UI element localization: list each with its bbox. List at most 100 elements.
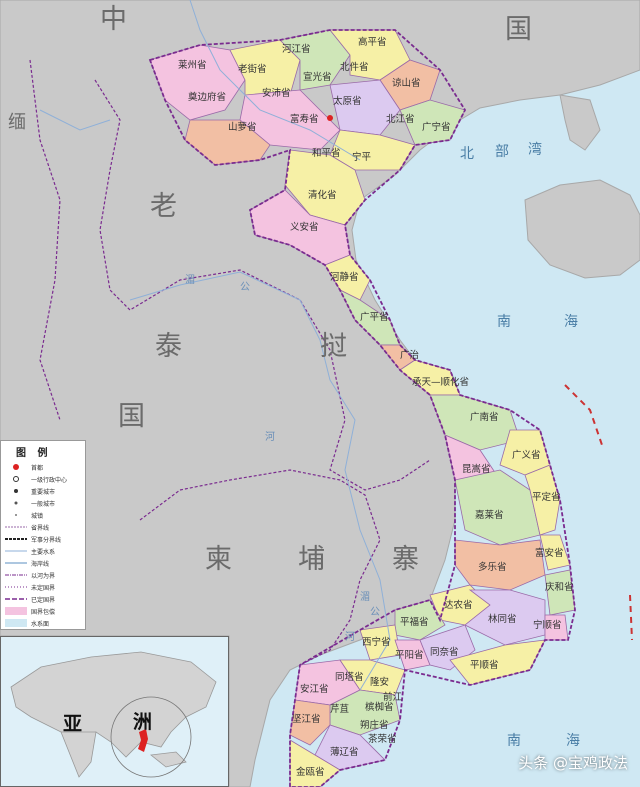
label-thainguyen: 太原省 [333, 95, 362, 107]
legend-symbol-icon [4, 475, 28, 483]
watermark: 头条 @宝鸡政法 [518, 754, 628, 772]
river-west [39, 109, 111, 131]
label-soctrang: 朔庄省 [360, 719, 389, 731]
legend-symbol-icon [4, 595, 28, 603]
inset-svg [10, 651, 217, 778]
inset-circle [110, 696, 192, 778]
label-backan: 北件省 [340, 61, 369, 73]
label-quangnam: 广南省 [470, 411, 499, 423]
legend-symbol-icon [4, 511, 28, 519]
map-legend: 图 例 首都 一级行政中心 重要城市 一般城市 城镇 省界线 军事分界线 主要水系 海岸线 以河为… [0, 440, 86, 630]
province-polygons [149, 29, 576, 787]
legend-item-label: 主要水系 [31, 548, 56, 556]
legend-item-label: 城镇 [31, 512, 44, 520]
leizhou-peninsula [559, 94, 601, 151]
label-sonla: 山萝省 [228, 121, 257, 133]
legend-item: 已定国界 [4, 593, 82, 605]
legend-item: 重要城市 [4, 485, 82, 497]
label-tayninh: 西宁省 [362, 636, 391, 648]
legend-symbol-icon [4, 523, 28, 531]
label-china-left: 中 [100, 4, 127, 35]
label-hue: 承天—顺化省 [412, 376, 469, 388]
label-burma: 缅 [8, 112, 26, 133]
label-south-3: 南 [507, 733, 521, 749]
river-north [189, 0, 361, 161]
label-binhphuoc: 平福省 [400, 616, 429, 628]
label-thanhhoa: 清化省 [308, 189, 337, 201]
label-baclieu: 薄辽省 [330, 746, 359, 758]
label-laocai: 老街省 [238, 63, 267, 75]
legend-item: 一级行政中心 [4, 473, 82, 485]
label-daknong: 达农省 [444, 599, 473, 611]
label-caobang: 高平省 [358, 36, 387, 48]
label-hoabinh: 和平省 [312, 147, 341, 159]
label-laos-2: 挝 [320, 331, 347, 362]
province-north-a [149, 44, 246, 121]
label-langson: 谅山省 [392, 77, 421, 89]
label-cambodia-2: 埔 [298, 544, 325, 575]
legend-item-label: 未定国界 [31, 584, 56, 592]
border-cambodia [139, 469, 381, 666]
label-river-1: 湄 [185, 274, 195, 286]
legend-symbol-icon [4, 571, 28, 579]
legend-item: 水系面 [4, 617, 82, 629]
label-longan: 隆安 [370, 676, 389, 688]
province-daklak [454, 539, 546, 591]
inset-islands [150, 751, 187, 768]
inset-vietnam-highlight [138, 729, 148, 752]
label-tuyenquang: 宣光省 [303, 71, 332, 83]
label-camau: 金瓯省 [296, 766, 325, 778]
label-daklak: 多乐省 [478, 561, 507, 573]
label-gulf-3: 湾 [528, 141, 542, 158]
province-delta-e [314, 724, 386, 771]
foreign-borders [29, 59, 431, 666]
legend-item-label: 国界包偿 [31, 608, 56, 616]
label-thailand-1: 泰 [155, 331, 182, 362]
province-binhdinh [524, 464, 561, 536]
legend-symbol-icon [4, 487, 28, 495]
legend-item-label: 一级行政中心 [31, 476, 68, 484]
legend-item: 省界线 [4, 521, 82, 533]
label-cambodia-1: 柬 [205, 544, 232, 575]
legend-item-label: 军事分界线 [31, 536, 62, 544]
mekong-river [129, 271, 391, 691]
maritime-boundary-2 [629, 594, 633, 641]
capital-marker-icon [327, 115, 333, 121]
legend-symbol-icon [4, 607, 28, 615]
label-hagiang: 河江省 [282, 43, 311, 55]
label-thailand-2: 国 [118, 401, 145, 432]
label-bacgiang: 北江省 [386, 113, 415, 125]
legend-item: 未定国界 [4, 581, 82, 593]
label-dongthap: 同塔省 [335, 671, 364, 683]
label-binhduong: 平阳省 [395, 649, 424, 661]
province-north-f [329, 79, 401, 136]
province-delta-b [339, 659, 406, 696]
legend-symbol-icon [4, 583, 28, 591]
legend-title: 图 例 [16, 448, 52, 459]
legend-item: 军事分界线 [4, 533, 82, 545]
label-laichau: 莱州省 [178, 59, 207, 71]
legend-symbol-icon [4, 499, 28, 507]
legend-symbol-icon [4, 463, 28, 471]
label-river-5: 公 [370, 607, 380, 618]
maritime-boundary [564, 384, 603, 446]
label-tiengiang: 前江 [383, 691, 403, 703]
label-nghean: 义安省 [290, 221, 319, 233]
border-burma [29, 59, 61, 421]
legend-item: 国界包偿 [4, 605, 82, 617]
label-south-4: 海 [566, 733, 580, 749]
label-quangbinh: 广平省 [360, 311, 389, 323]
label-china-right: 国 [505, 14, 532, 45]
label-river-2: 公 [240, 282, 250, 293]
label-laos-1: 老 [150, 191, 177, 222]
legend-symbol-icon [4, 619, 28, 627]
label-phuyen: 富安省 [535, 547, 564, 559]
legend-item: 首都 [4, 461, 82, 473]
province-phuyen [539, 534, 571, 571]
legend-symbol-icon [4, 547, 28, 555]
label-gialai: 嘉莱省 [475, 509, 504, 521]
province-north-i [184, 119, 271, 166]
label-cambodia-3: 寨 [392, 544, 419, 575]
label-travinh: 茶荣省 [368, 733, 397, 745]
